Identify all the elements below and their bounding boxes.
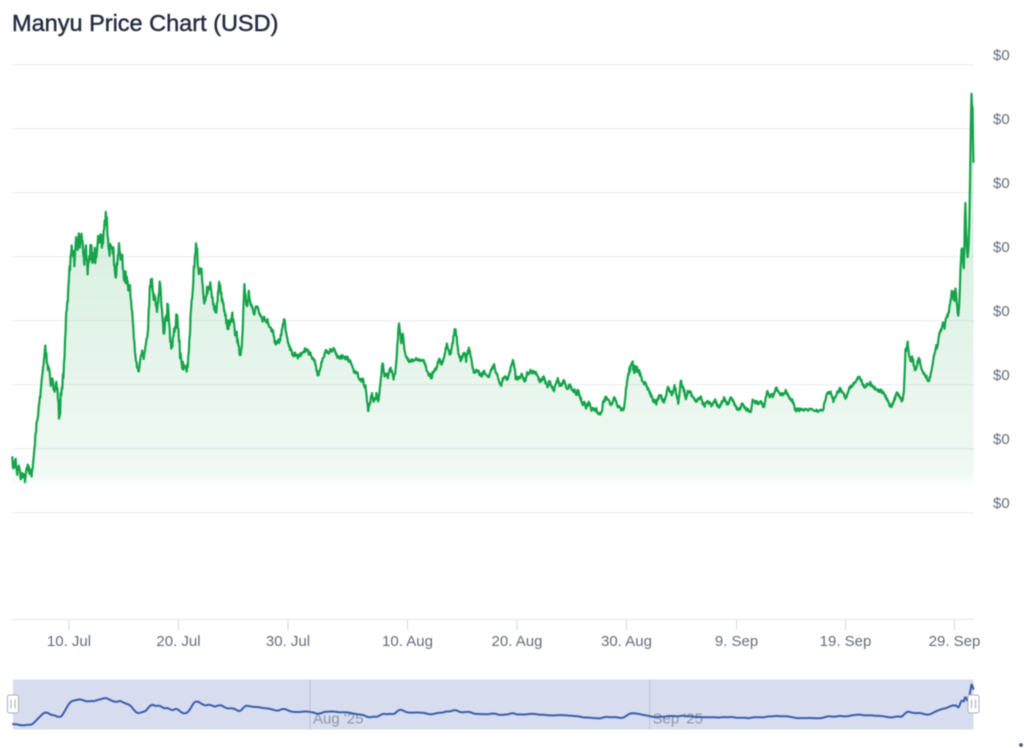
svg-text:Manyu Price Chart (USD): Manyu Price Chart (USD) [12, 10, 278, 36]
svg-text:$0: $0 [993, 495, 1010, 512]
svg-text:Aug '25: Aug '25 [313, 711, 363, 728]
svg-text:10. Jul: 10. Jul [47, 633, 91, 650]
svg-text:30. Aug: 30. Aug [601, 633, 652, 650]
svg-text:20. Aug: 20. Aug [492, 633, 543, 650]
svg-text:$0: $0 [993, 175, 1010, 192]
svg-text:20. Jul: 20. Jul [156, 633, 200, 650]
svg-text:29. Sep: 29. Sep [929, 633, 981, 650]
svg-text:10. Aug: 10. Aug [382, 633, 433, 650]
svg-text:$0: $0 [993, 47, 1010, 64]
svg-text:$0: $0 [993, 367, 1010, 384]
svg-text:Sep '25: Sep '25 [653, 711, 703, 728]
svg-text:19. Sep: 19. Sep [820, 633, 872, 650]
svg-text:$0: $0 [993, 303, 1010, 320]
svg-text:9. Sep: 9. Sep [715, 633, 758, 650]
svg-text:30. Jul: 30. Jul [266, 633, 310, 650]
svg-text:$0: $0 [993, 431, 1010, 448]
svg-text:$0: $0 [993, 239, 1010, 256]
svg-text:$0: $0 [993, 111, 1010, 128]
